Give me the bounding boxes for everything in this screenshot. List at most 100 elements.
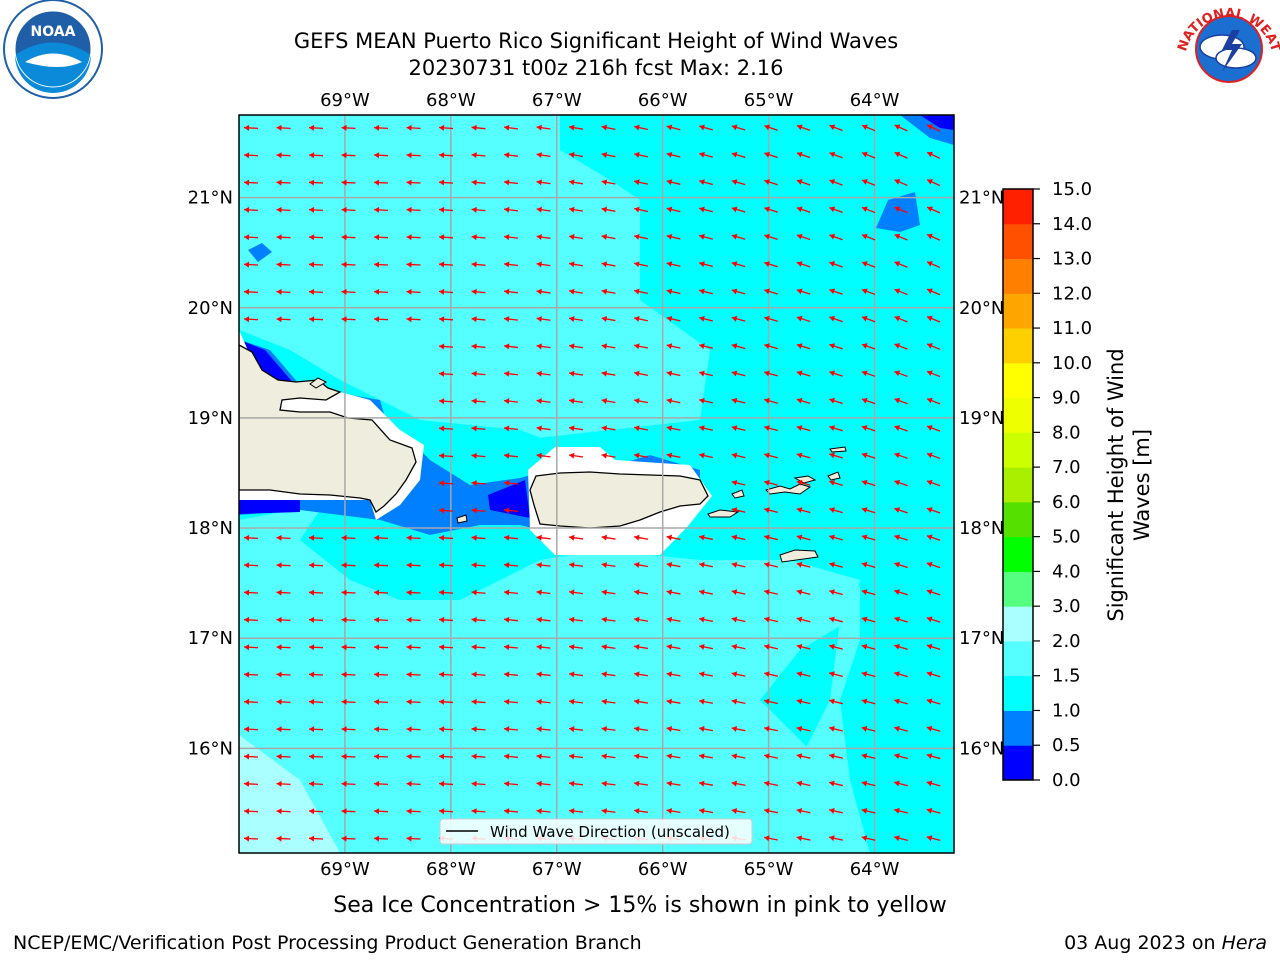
wave-arrow bbox=[373, 616, 389, 623]
wave-arrow bbox=[341, 753, 356, 760]
wave-arrow bbox=[666, 206, 681, 213]
colorbar-tick-label: 0.0 bbox=[1052, 770, 1081, 791]
wave-arrow bbox=[536, 562, 551, 569]
wave-arrow bbox=[308, 288, 324, 295]
wave-arrow bbox=[568, 589, 584, 596]
lat-label-left: 19°N bbox=[188, 408, 233, 429]
wave-arrow bbox=[796, 807, 811, 814]
wave-arrow bbox=[926, 479, 941, 487]
wave-arrow bbox=[926, 753, 941, 760]
wave-arrow bbox=[536, 452, 551, 459]
wave-arrow bbox=[406, 589, 421, 596]
wave-arrow bbox=[829, 179, 843, 186]
lat-label-right: 21°N bbox=[959, 188, 1004, 209]
wave-arrow bbox=[308, 808, 324, 815]
lon-label-top: 66°W bbox=[638, 90, 688, 111]
wave-arrow bbox=[926, 151, 941, 159]
wave-arrow bbox=[276, 671, 291, 678]
wave-arrow bbox=[276, 562, 291, 569]
wave-arrow bbox=[471, 644, 486, 651]
wave-arrow bbox=[341, 671, 356, 678]
wave-arrow bbox=[764, 808, 778, 814]
wave-arrow bbox=[243, 534, 259, 541]
wave-arrow bbox=[731, 698, 746, 705]
wave-arrow bbox=[764, 452, 778, 459]
wave-arrow bbox=[894, 233, 908, 241]
wave-arrow bbox=[698, 808, 714, 814]
wave-arrow bbox=[341, 562, 356, 569]
colorbar-tick-label: 14.0 bbox=[1052, 214, 1092, 235]
wave-arrow bbox=[503, 644, 519, 651]
wave-arrow bbox=[861, 288, 876, 296]
wave-arrow bbox=[764, 288, 778, 295]
wave-arrow bbox=[731, 561, 746, 568]
wave-arrow bbox=[568, 398, 584, 405]
wave-arrow bbox=[731, 753, 746, 760]
wave-arrow bbox=[471, 343, 486, 350]
wave-arrow bbox=[634, 124, 648, 131]
wave-arrow bbox=[666, 780, 681, 787]
wave-arrow bbox=[699, 397, 713, 404]
wave-arrow bbox=[894, 288, 908, 296]
wave-arrow bbox=[894, 835, 908, 842]
wave-arrow bbox=[471, 179, 486, 186]
noaa-logo-text: NOAA bbox=[31, 24, 76, 40]
wave-arrow bbox=[438, 589, 454, 596]
wave-arrow bbox=[861, 807, 876, 814]
wave-arrow bbox=[926, 643, 941, 651]
wave-arrow bbox=[829, 124, 843, 132]
virgin-islands bbox=[765, 483, 812, 495]
wave-arrow bbox=[438, 343, 454, 350]
wave-arrow bbox=[568, 808, 584, 815]
wave-arrow bbox=[926, 807, 941, 814]
wave-arrow bbox=[471, 288, 486, 295]
wave-arrow bbox=[568, 671, 584, 678]
wave-arrow bbox=[503, 206, 519, 213]
wave-arrow bbox=[276, 179, 291, 186]
wave-arrow bbox=[894, 343, 908, 350]
wave-arrow bbox=[471, 206, 486, 213]
lat-label-left: 16°N bbox=[188, 738, 233, 759]
wave-arrow bbox=[373, 671, 389, 678]
wave-arrow bbox=[601, 343, 616, 350]
wave-arrow bbox=[601, 288, 616, 295]
wave-arrow bbox=[601, 206, 616, 213]
wave-arrow bbox=[861, 452, 876, 459]
wave-arrow bbox=[536, 206, 551, 213]
wave-arrow bbox=[764, 261, 778, 268]
wave-arrow bbox=[373, 534, 389, 541]
wave-arrow bbox=[894, 589, 908, 596]
field-0-0p5m-corner bbox=[920, 115, 954, 130]
wave-arrow bbox=[438, 152, 454, 159]
wave-arrow bbox=[438, 698, 454, 705]
lon-label-top: 67°W bbox=[532, 90, 582, 111]
wave-arrow bbox=[568, 726, 584, 733]
wave-arrow bbox=[764, 370, 778, 377]
wave-arrow bbox=[503, 398, 519, 405]
wave-arrow bbox=[341, 835, 356, 842]
wave-arrow bbox=[471, 152, 486, 159]
wave-arrow bbox=[829, 151, 843, 159]
wave-arrow bbox=[731, 288, 746, 295]
wave-arrow bbox=[634, 179, 648, 186]
wave-arrow bbox=[438, 780, 454, 787]
wave-arrow bbox=[894, 725, 908, 732]
wave-arrow bbox=[699, 315, 713, 322]
lon-label-top: 65°W bbox=[744, 90, 794, 111]
colorbar-tick-label: 10.0 bbox=[1052, 353, 1092, 374]
wave-arrow bbox=[406, 124, 421, 131]
lat-label-left: 18°N bbox=[188, 518, 233, 539]
wave-arrow bbox=[731, 179, 746, 186]
wave-arrow bbox=[829, 452, 843, 459]
footer-host: Hera bbox=[1221, 932, 1267, 954]
lat-label-right: 16°N bbox=[959, 738, 1004, 759]
wave-arrow bbox=[731, 808, 746, 814]
wave-arrow bbox=[926, 370, 941, 378]
lon-label-bottom: 66°W bbox=[638, 859, 688, 880]
wave-arrow bbox=[438, 616, 454, 623]
wave-arrow bbox=[243, 698, 259, 705]
wave-arrow bbox=[568, 288, 584, 295]
wave-arrow bbox=[601, 726, 616, 733]
wave-arrow bbox=[829, 261, 843, 268]
wave-arrow bbox=[861, 725, 876, 732]
